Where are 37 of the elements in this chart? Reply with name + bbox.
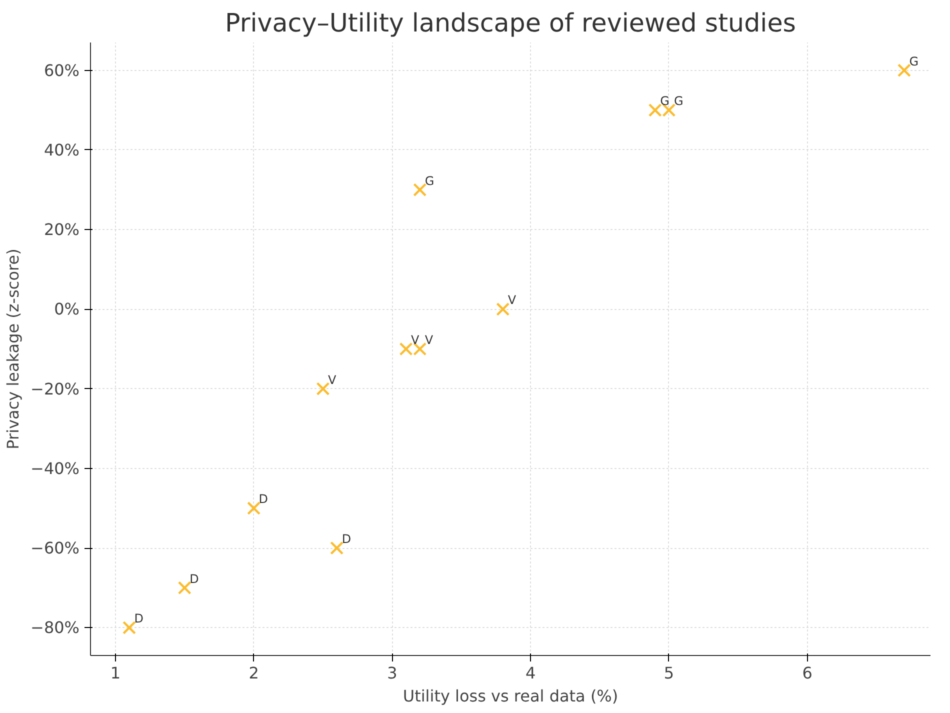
annotation: D xyxy=(258,492,268,506)
annotation: V xyxy=(328,372,337,387)
point xyxy=(897,64,911,78)
point xyxy=(122,620,136,634)
y-tick-label: 0% xyxy=(54,300,80,319)
point xyxy=(496,302,510,316)
annotation: D xyxy=(342,532,352,546)
x-tick-label: 1 xyxy=(110,664,121,682)
x-tick-label: 3 xyxy=(387,664,398,682)
y-tick-label: 40% xyxy=(44,140,80,160)
x-tick-label: 2 xyxy=(248,664,259,682)
x-tick-label: 6 xyxy=(802,664,812,682)
annotation: V xyxy=(411,333,420,347)
x-axis-title: Utility loss vs real data (%) xyxy=(402,686,618,706)
y-tick-label: 60% xyxy=(44,60,80,80)
point xyxy=(178,581,192,595)
annotation: G xyxy=(660,94,670,108)
y-axis-title: Privacy leakage (z-score) xyxy=(4,248,23,450)
annotation: D xyxy=(134,612,144,626)
annotation: D xyxy=(190,572,199,586)
point xyxy=(413,183,427,197)
point xyxy=(247,501,261,515)
x-tick-label: 5 xyxy=(664,664,674,682)
annotation: G xyxy=(909,54,919,68)
point xyxy=(330,541,344,555)
chart-title: Privacy–Utility landscape of reviewed studies xyxy=(225,8,796,38)
y-tick-label: −60% xyxy=(30,538,80,558)
y-tick-label: 20% xyxy=(44,220,80,240)
x-tick-label: 4 xyxy=(525,664,536,682)
annotation: V xyxy=(424,333,434,347)
annotation: G xyxy=(424,174,434,188)
annotation: V xyxy=(508,293,517,308)
y-tick-label: −40% xyxy=(30,458,80,478)
annotation: G xyxy=(674,94,684,108)
y-tick-label: −20% xyxy=(30,379,80,398)
y-tick-label: −80% xyxy=(30,618,80,638)
point xyxy=(316,382,330,396)
